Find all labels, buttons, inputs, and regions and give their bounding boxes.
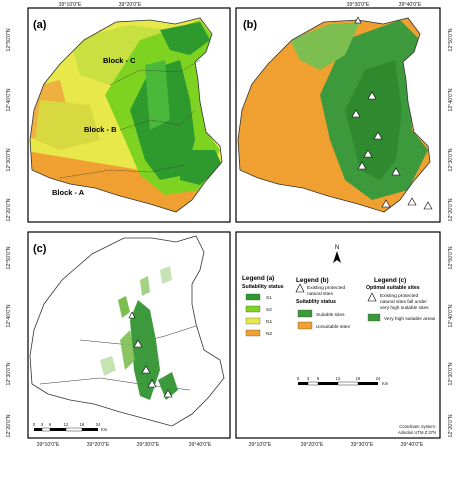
legend-swatch-n2	[245, 329, 261, 337]
svg-text:12°30'0"N: 12°30'0"N	[6, 148, 12, 171]
svg-text:12°40'0"N: 12°40'0"N	[448, 304, 454, 327]
svg-text:Km: Km	[101, 427, 108, 432]
scale-bar-panel-c: 0 3 6 12 18 24 Km	[33, 422, 108, 432]
block-b-label: Block - B	[84, 125, 117, 134]
svg-text:3: 3	[41, 422, 44, 427]
legend-swatch-unsuitable	[297, 321, 313, 330]
north-arrow: N	[333, 245, 341, 263]
svg-text:Suitablity status: Suitablity status	[296, 299, 336, 305]
panel-b-protected-sites	[351, 16, 433, 210]
svg-text:12°20'0"N: 12°20'0"N	[448, 198, 454, 221]
svg-text:39°30'0"E: 39°30'0"E	[347, 2, 370, 8]
svg-text:39°10'0"E: 39°10'0"E	[249, 442, 272, 448]
legend-c: Legend (c) Optimal suitable sites Existi…	[366, 277, 436, 322]
panel-c-outline	[29, 235, 225, 427]
legend-swatch-n1	[245, 317, 261, 325]
legend-swatch-s1	[245, 293, 261, 301]
svg-text:Unsuitable sites: Unsuitable sites	[316, 324, 350, 330]
svg-text:Legend (c): Legend (c)	[374, 277, 406, 284]
legend-swatch-very-high	[367, 313, 381, 322]
panel-b-label: (b)	[243, 19, 257, 31]
svg-text:3: 3	[307, 376, 310, 381]
legend-swatch-suitable	[297, 309, 313, 318]
svg-text:6: 6	[317, 376, 320, 381]
panel-a-block-boundaries	[59, 59, 201, 179]
svg-text:39°10'0"E: 39°10'0"E	[37, 442, 60, 448]
svg-text:Existing protected: Existing protected	[380, 293, 418, 299]
svg-text:Adindan UTM Z 37N: Adindan UTM Z 37N	[398, 430, 436, 435]
svg-text:24: 24	[96, 422, 101, 427]
svg-text:12°50'0"N: 12°50'0"N	[6, 246, 12, 269]
svg-text:12°40'0"N: 12°40'0"N	[448, 88, 454, 111]
svg-text:12°20'0"N: 12°20'0"N	[6, 414, 12, 437]
svg-text:12°20'0"N: 12°20'0"N	[448, 414, 454, 437]
block-a-label: Block - A	[52, 188, 85, 197]
svg-text:39°40'0"E: 39°40'0"E	[401, 442, 424, 448]
svg-text:39°20'0"E: 39°20'0"E	[119, 2, 142, 8]
svg-text:18: 18	[80, 422, 85, 427]
svg-text:12°40'0"N: 12°40'0"N	[6, 304, 12, 327]
legend-a: Legend (a) Suitability status S1 S2 N1 N…	[242, 275, 284, 337]
panel-b-outline	[237, 17, 431, 213]
svg-text:39°30'0"E: 39°30'0"E	[137, 442, 160, 448]
svg-text:Coordinate System:: Coordinate System:	[399, 424, 436, 429]
svg-text:0: 0	[297, 376, 300, 381]
svg-text:natural sites fall under: natural sites fall under	[380, 299, 427, 305]
svg-text:12: 12	[336, 376, 341, 381]
svg-text:natural sites: natural sites	[307, 291, 333, 297]
panel-c-protected-sites	[128, 311, 173, 398]
coordinate-system-note: Coordinate System: Adindan UTM Z 37N	[398, 424, 436, 435]
bottom-tick-labels: 39°10'0"E 39°20'0"E 39°30'0"E 39°40'0"E …	[37, 442, 424, 448]
svg-text:12°50'0"N: 12°50'0"N	[6, 28, 12, 51]
svg-text:12°30'0"N: 12°30'0"N	[448, 362, 454, 385]
svg-text:12°50'0"N: 12°50'0"N	[448, 28, 454, 51]
svg-text:Legend (a): Legend (a)	[242, 275, 274, 282]
svg-text:6: 6	[49, 422, 52, 427]
svg-text:very high suitable sites: very high suitable sites	[380, 305, 429, 311]
legend-b: Legend (b) Existing protected natural si…	[295, 277, 350, 330]
svg-text:39°20'0"E: 39°20'0"E	[87, 442, 110, 448]
svg-text:Legend (b): Legend (b)	[296, 277, 329, 284]
svg-text:Existing protected: Existing protected	[307, 285, 345, 291]
legend-b-triangle-icon	[295, 283, 305, 293]
svg-text:39°30'0"E: 39°30'0"E	[351, 442, 374, 448]
panel-c-label: (c)	[33, 243, 47, 255]
svg-text:12°30'0"N: 12°30'0"N	[6, 362, 12, 385]
right-tick-labels: 12°50'0"N 12°40'0"N 12°30'0"N 12°20'0"N …	[448, 28, 454, 437]
svg-text:39°40'0"E: 39°40'0"E	[189, 442, 212, 448]
left-tick-labels: 12°50'0"N 12°40'0"N 12°30'0"N 12°20'0"N …	[6, 28, 12, 437]
svg-text:N: N	[335, 245, 339, 251]
svg-text:24: 24	[376, 376, 381, 381]
svg-text:12°50'0"N: 12°50'0"N	[448, 246, 454, 269]
top-tick-labels: 39°10'0"E 39°20'0"E 39°30'0"E 39°40'0"E	[59, 2, 422, 8]
svg-text:Optimal suitable sites: Optimal suitable sites	[366, 285, 420, 291]
svg-text:Km: Km	[382, 381, 389, 386]
svg-text:39°10'0"E: 39°10'0"E	[59, 2, 82, 8]
svg-text:S2: S2	[266, 307, 272, 313]
svg-text:12°40'0"N: 12°40'0"N	[6, 88, 12, 111]
svg-text:12: 12	[64, 422, 69, 427]
svg-text:12°30'0"N: 12°30'0"N	[448, 148, 454, 171]
legend-c-triangle-icon	[367, 292, 377, 302]
svg-text:S1: S1	[266, 295, 272, 301]
svg-text:Suitable sites: Suitable sites	[316, 312, 345, 318]
panel-a-label: (a)	[33, 19, 47, 31]
legend-panel-frame	[235, 231, 441, 439]
svg-text:N2: N2	[266, 331, 272, 337]
svg-text:18: 18	[356, 376, 361, 381]
svg-text:0: 0	[33, 422, 36, 427]
svg-text:Very high suitable areas: Very high suitable areas	[384, 316, 436, 322]
legend-swatch-s2	[245, 305, 261, 313]
svg-text:39°40'0"E: 39°40'0"E	[399, 2, 422, 8]
scale-bar-legend: 0 3 6 12 18 24 Km	[297, 376, 389, 386]
svg-text:12°20'0"N: 12°20'0"N	[6, 198, 12, 221]
block-c-label: Block - C	[103, 56, 136, 65]
svg-text:39°20'0"E: 39°20'0"E	[301, 442, 324, 448]
svg-text:Suitability status: Suitability status	[242, 284, 284, 290]
panel-c-map	[100, 266, 178, 400]
svg-text:N1: N1	[266, 319, 272, 325]
